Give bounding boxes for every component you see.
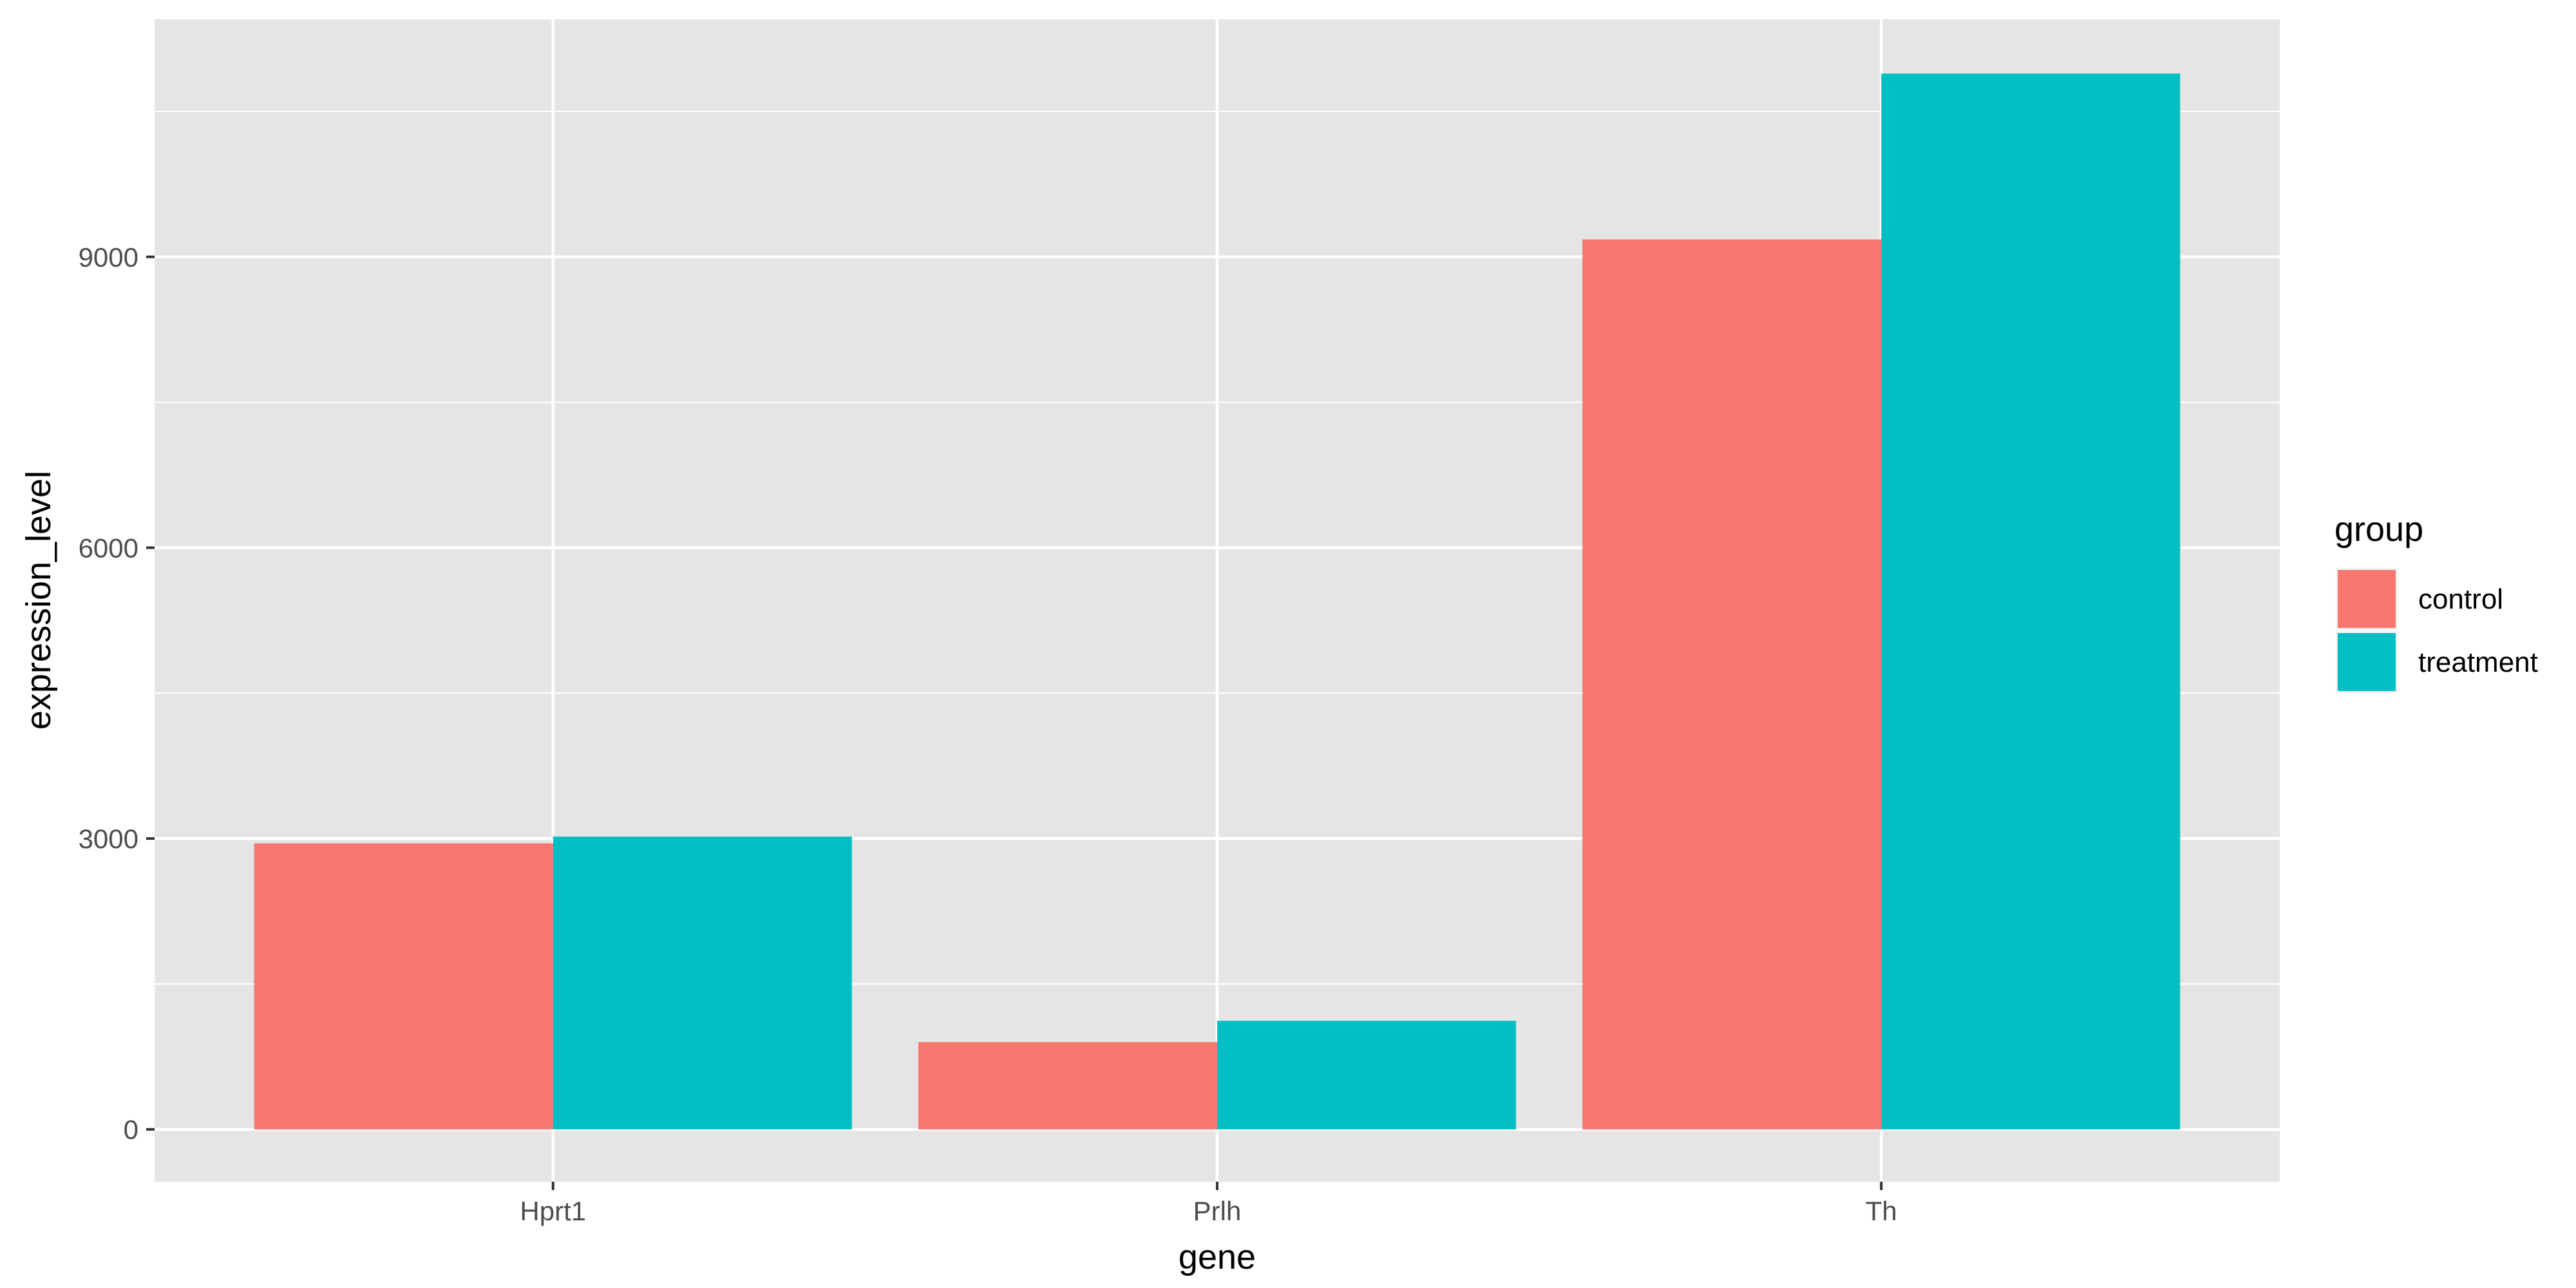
x-tick-label: Prlh: [1193, 1196, 1242, 1226]
y-tick-label: 9000: [79, 242, 138, 272]
bar-control-Prlh: [918, 1042, 1217, 1130]
bar-control-Hprt1: [254, 843, 553, 1130]
y-tick-label: 0: [124, 1115, 138, 1145]
y-axis-title: expression_level: [19, 471, 58, 730]
y-axis: 0 3000 6000 9000: [79, 242, 155, 1145]
legend-key-treatment: [2338, 633, 2396, 691]
bar-treatment-Hprt1: [553, 837, 852, 1130]
legend-label-treatment: treatment: [2418, 647, 2538, 678]
bar-control-Th: [1582, 239, 1882, 1130]
legend-label-control: control: [2418, 583, 2503, 615]
bar-treatment-Prlh: [1217, 1021, 1517, 1130]
x-tick-label: Hprt1: [520, 1196, 586, 1226]
legend: group control treatment: [2334, 510, 2538, 693]
legend-key-control: [2338, 570, 2396, 628]
x-axis-title: gene: [1179, 1238, 1256, 1276]
x-axis: Hprt1 Prlh Th: [520, 1182, 1897, 1226]
y-tick-label: 6000: [79, 533, 138, 563]
x-tick-label: Th: [1866, 1196, 1897, 1226]
bars: [254, 73, 2181, 1130]
bar-treatment-Th: [1881, 73, 2181, 1130]
y-tick-label: 3000: [79, 824, 138, 854]
legend-title: group: [2334, 510, 2423, 549]
